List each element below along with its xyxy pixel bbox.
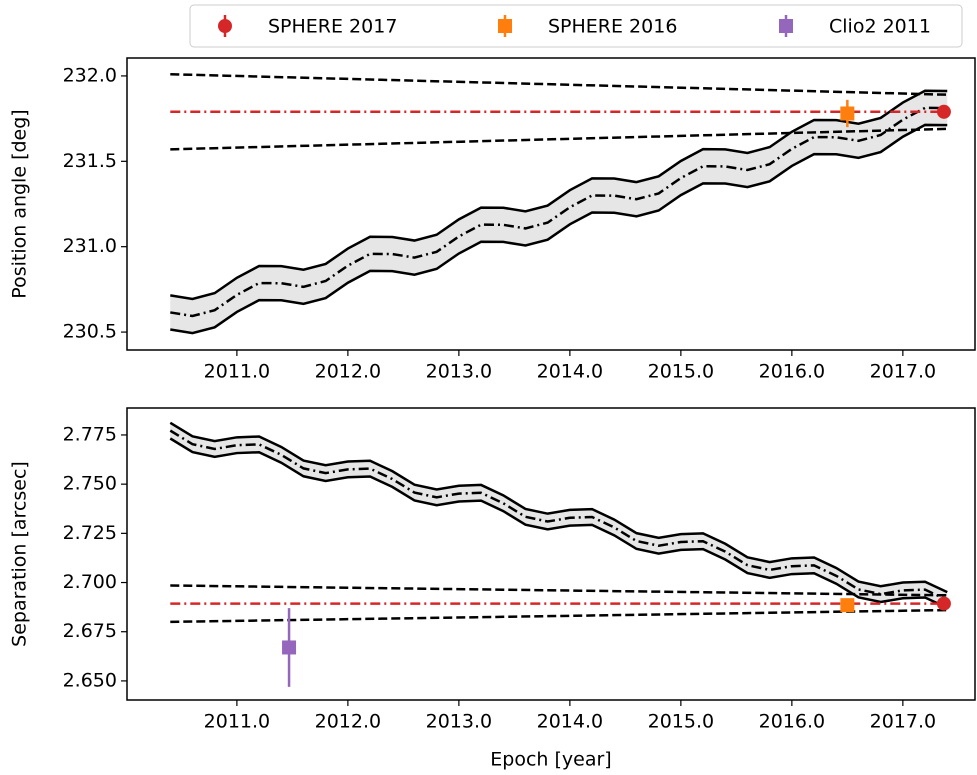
marker: [936, 596, 951, 611]
marker: [498, 19, 512, 33]
y-tick-label: 231.5: [63, 150, 117, 172]
reference-line: [170, 72, 948, 96]
marker: [840, 598, 855, 613]
x-tick-label: 2017.0: [870, 361, 936, 383]
legend-box: [189, 4, 963, 48]
band-upper: [169, 421, 948, 594]
y-axis-label: Separation [arcsec]: [9, 461, 31, 647]
track-line: [169, 429, 948, 602]
band-lower: [170, 123, 948, 335]
y-tick-label: 231.0: [63, 235, 117, 257]
track-line: [170, 106, 948, 318]
y-tick-label: 2.725: [63, 522, 117, 544]
x-tick-label: 2012.0: [315, 711, 381, 733]
legend-label: Clio2 2011: [829, 16, 931, 38]
y-tick-label: 2.750: [63, 473, 117, 495]
legend-label: SPHERE 2016: [548, 16, 677, 38]
x-tick-label: 2016.0: [759, 361, 825, 383]
legend-label: SPHERE 2017: [268, 16, 397, 38]
plot-area: [170, 72, 951, 335]
x-tick-label: 2013.0: [426, 711, 492, 733]
x-tick-label: 2015.0: [648, 361, 714, 383]
axes-frame: [126, 407, 976, 701]
x-axis-label: Epoch [year]: [490, 749, 611, 771]
x-tick-label: 2016.0: [759, 711, 825, 733]
marker: [218, 19, 232, 33]
y-axis-label: Position angle [deg]: [9, 109, 31, 298]
y-tick-label: 2.700: [63, 571, 117, 593]
marker: [282, 640, 297, 655]
reference-line: [170, 584, 948, 597]
plot-area: [169, 421, 951, 687]
marker: [779, 19, 793, 33]
x-tick-label: 2017.0: [870, 711, 936, 733]
uncertainty-band: [170, 90, 948, 334]
x-tick-label: 2014.0: [537, 361, 603, 383]
marker: [840, 106, 855, 121]
y-tick-label: 2.650: [63, 669, 117, 691]
band-upper: [170, 89, 948, 301]
x-tick-label: 2013.0: [426, 361, 492, 383]
axes-frame: [126, 57, 976, 351]
x-tick-label: 2015.0: [648, 711, 714, 733]
x-tick-label: 2014.0: [537, 711, 603, 733]
marker: [936, 104, 951, 119]
x-tick-label: 2011.0: [204, 711, 270, 733]
x-tick-label: 2011.0: [204, 361, 270, 383]
band-lower: [169, 437, 948, 610]
y-tick-label: 2.775: [63, 423, 117, 445]
y-tick-label: 2.675: [63, 620, 117, 642]
y-tick-label: 232.0: [63, 64, 117, 86]
x-tick-label: 2012.0: [315, 361, 381, 383]
y-tick-label: 230.5: [63, 321, 117, 343]
reference-line: [170, 608, 948, 624]
